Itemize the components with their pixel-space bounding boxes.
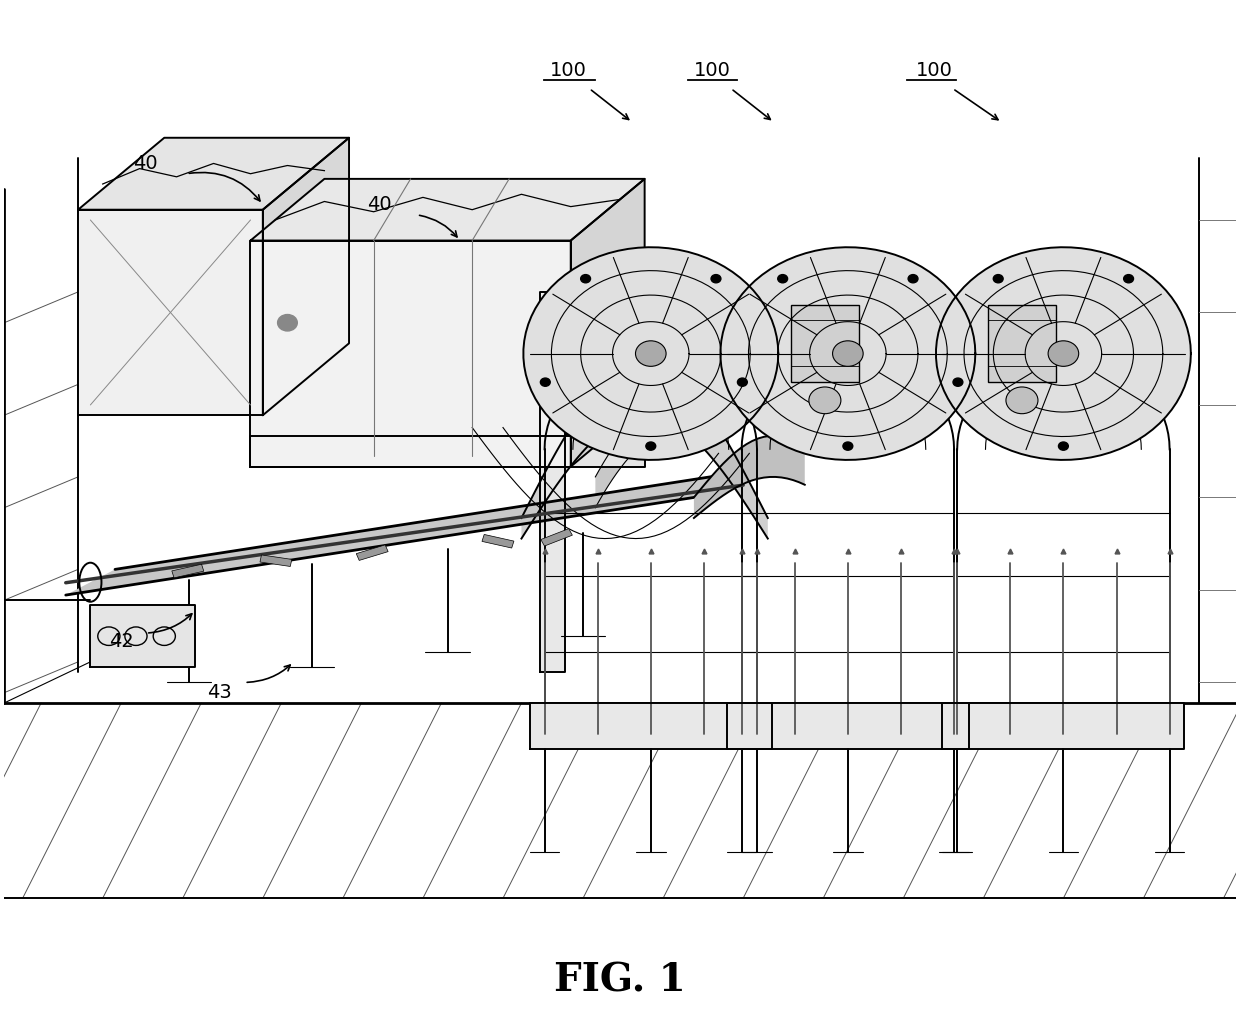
Bar — [791, 305, 859, 382]
Bar — [988, 305, 1055, 382]
Polygon shape — [356, 545, 388, 560]
Polygon shape — [78, 138, 348, 209]
Polygon shape — [250, 179, 645, 240]
Text: FIG. 1: FIG. 1 — [554, 961, 686, 1000]
Polygon shape — [172, 565, 203, 578]
Polygon shape — [720, 248, 976, 460]
Polygon shape — [263, 138, 348, 415]
Text: 40: 40 — [367, 195, 392, 214]
Polygon shape — [91, 605, 195, 667]
Text: 43: 43 — [207, 683, 232, 702]
Circle shape — [278, 315, 298, 330]
Polygon shape — [529, 703, 771, 749]
Circle shape — [635, 341, 666, 367]
Polygon shape — [595, 394, 718, 508]
Text: 42: 42 — [109, 632, 134, 651]
Circle shape — [541, 378, 551, 386]
Circle shape — [711, 275, 720, 283]
Polygon shape — [694, 436, 805, 518]
Polygon shape — [78, 209, 263, 415]
Text: 100: 100 — [549, 61, 587, 81]
Circle shape — [777, 275, 787, 283]
Circle shape — [580, 275, 590, 283]
Polygon shape — [260, 555, 291, 567]
Polygon shape — [66, 471, 743, 595]
Polygon shape — [570, 179, 645, 466]
Circle shape — [738, 378, 748, 386]
Circle shape — [1123, 275, 1133, 283]
Circle shape — [646, 442, 656, 451]
Circle shape — [843, 442, 853, 451]
Polygon shape — [942, 703, 1184, 749]
Polygon shape — [250, 436, 645, 466]
Polygon shape — [250, 240, 570, 466]
Polygon shape — [523, 248, 779, 460]
Circle shape — [1059, 442, 1069, 451]
Text: 40: 40 — [134, 154, 159, 173]
Circle shape — [808, 387, 841, 413]
Circle shape — [954, 378, 962, 386]
Polygon shape — [482, 535, 513, 548]
Circle shape — [908, 275, 918, 283]
Polygon shape — [539, 292, 564, 672]
Circle shape — [993, 275, 1003, 283]
Polygon shape — [727, 703, 968, 749]
Text: 100: 100 — [915, 61, 952, 81]
Circle shape — [1006, 387, 1038, 413]
Polygon shape — [936, 248, 1190, 460]
Circle shape — [1048, 341, 1079, 367]
Text: 100: 100 — [694, 61, 730, 81]
Polygon shape — [541, 528, 573, 546]
Circle shape — [832, 341, 863, 367]
Polygon shape — [522, 364, 768, 539]
